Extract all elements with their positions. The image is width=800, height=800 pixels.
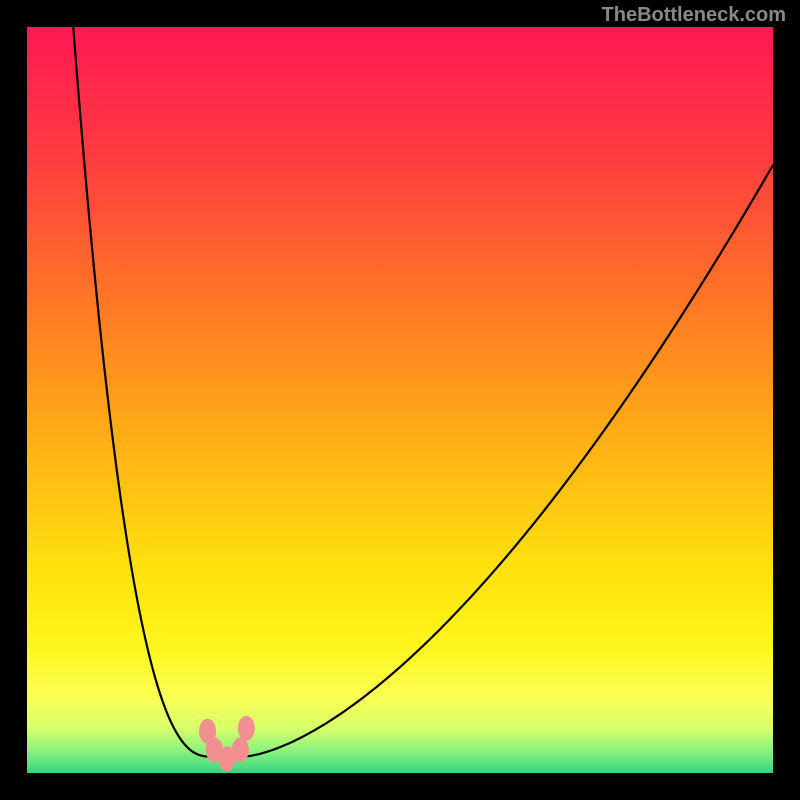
chart-container: TheBottleneck.com xyxy=(0,0,800,800)
bottleneck-marker xyxy=(232,737,249,762)
watermark-label: TheBottleneck.com xyxy=(602,4,786,27)
plot-area xyxy=(27,27,773,773)
bottleneck-curve xyxy=(73,27,773,759)
bottleneck-marker xyxy=(238,716,255,741)
curve-overlay xyxy=(27,27,773,773)
